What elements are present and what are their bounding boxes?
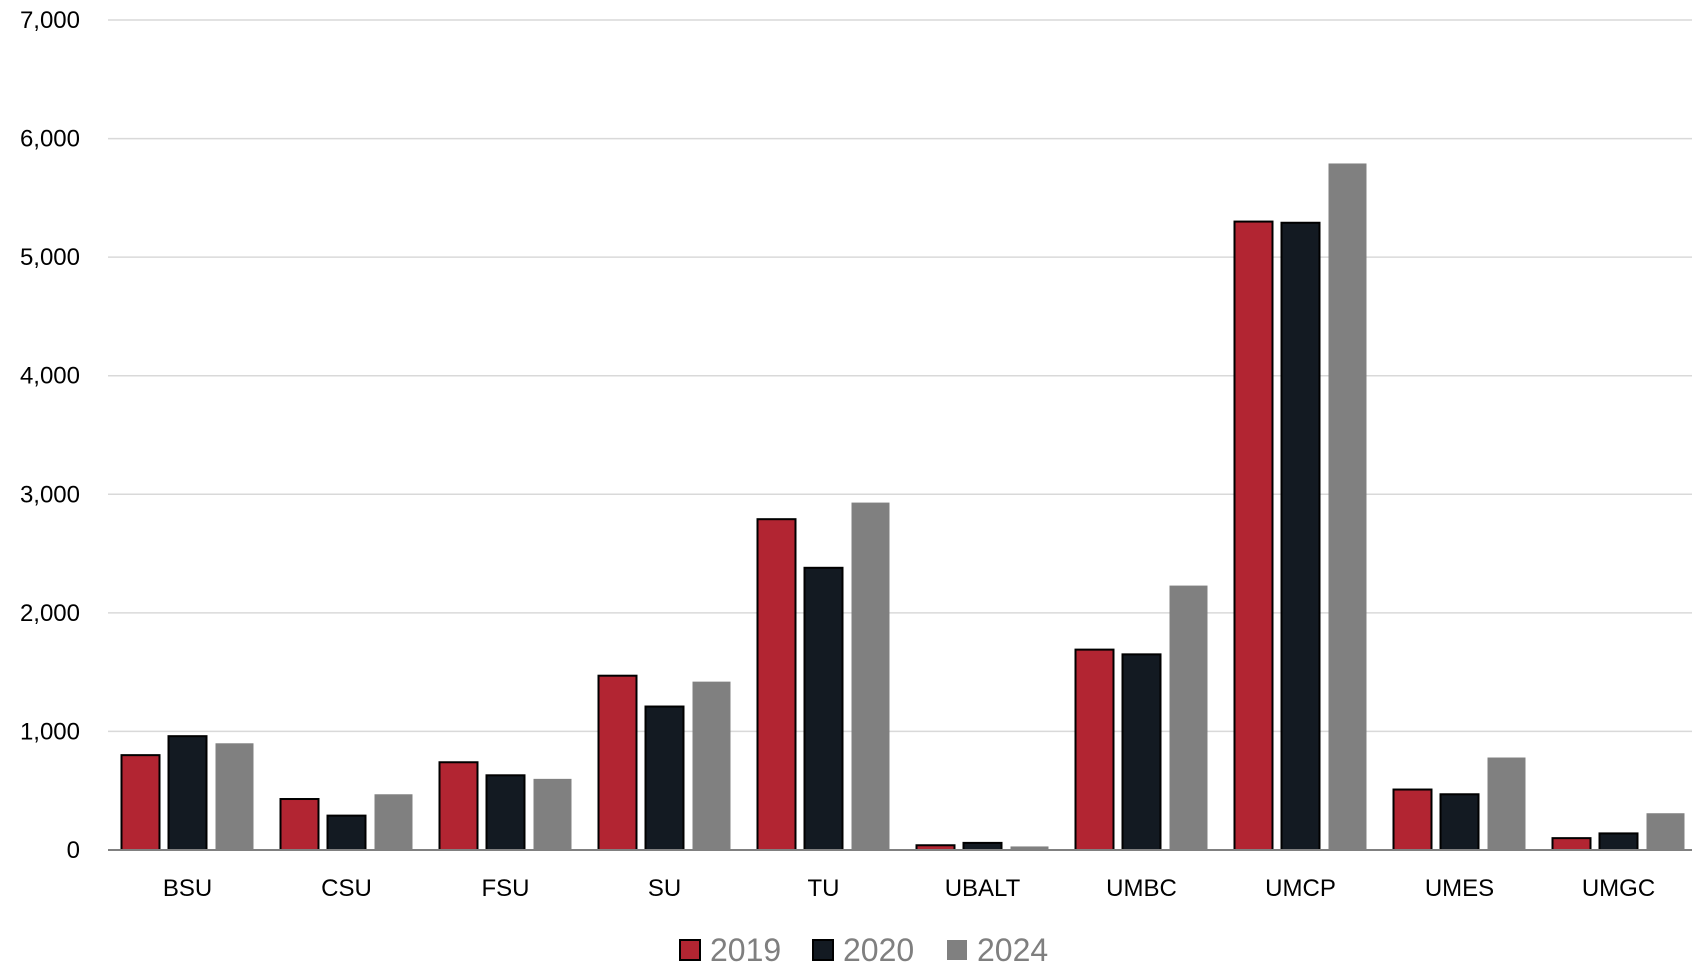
x-category-label: FSU: [482, 875, 530, 902]
x-category-label: UMCP: [1265, 875, 1336, 902]
y-tick-label: 2,000: [20, 600, 80, 627]
bar-csu-2020: [326, 814, 367, 851]
bar-su-2020: [644, 705, 685, 851]
bar-tu-2020: [803, 566, 844, 851]
x-category-label: UMGC: [1582, 875, 1655, 902]
x-category-label: BSU: [163, 875, 212, 902]
bar-su-2019: [597, 674, 638, 852]
legend-label-2019: 2019: [710, 932, 781, 965]
x-category-label: SU: [648, 875, 681, 902]
bar-tu-2024: [851, 502, 890, 850]
bar-umbc-2020: [1121, 653, 1162, 851]
bar-umgc-2020: [1598, 832, 1639, 852]
y-tick-label: 3,000: [20, 481, 80, 508]
bar-umbc-2019: [1074, 648, 1115, 851]
y-tick-label: 6,000: [20, 126, 80, 153]
bar-umgc-2024: [1646, 813, 1685, 850]
bar-fsu-2020: [485, 774, 526, 851]
legend-label-2024: 2024: [977, 932, 1048, 965]
bar-fsu-2024: [533, 778, 572, 850]
x-axis-categories: BSU CSU FSU SU TU UBALT UMBC UMCP UMES UMGC: [163, 875, 1655, 902]
bars: [120, 163, 1685, 852]
bar-csu-2019: [279, 798, 320, 851]
bar-ubalt-2020: [962, 841, 1003, 852]
bar-umes-2020: [1439, 793, 1480, 851]
bar-fsu-2019: [438, 761, 479, 851]
x-category-label: UMES: [1425, 875, 1494, 902]
bar-tu-2019: [756, 518, 797, 852]
x-category-label: UMBC: [1106, 875, 1177, 902]
legend: 2019 2020 2024: [679, 932, 1048, 965]
legend-swatch-2019: [679, 939, 701, 961]
x-category-label: UBALT: [945, 875, 1021, 902]
bar-umcp-2020: [1280, 221, 1321, 851]
legend-swatch-2020: [812, 939, 834, 961]
bar-umcp-2019: [1233, 220, 1274, 852]
bar-bsu-2019: [120, 754, 161, 852]
y-axis-ticks: 0 1,000 2,000 3,000 4,000 5,000 6,000 7,000: [20, 7, 80, 864]
y-tick-label: 0: [67, 837, 80, 864]
y-tick-label: 1,000: [20, 718, 80, 745]
bar-bsu-2024: [215, 743, 254, 850]
bar-bsu-2020: [167, 735, 208, 852]
legend-label-2020: 2020: [843, 932, 914, 965]
bar-umbc-2024: [1169, 585, 1208, 850]
bar-ubalt-2024: [1010, 846, 1049, 850]
bar-umgc-2019: [1551, 837, 1592, 852]
x-category-label: TU: [808, 875, 840, 902]
y-tick-label: 5,000: [20, 244, 80, 271]
bar-umes-2024: [1487, 757, 1526, 850]
bar-csu-2024: [374, 794, 413, 850]
bar-umes-2019: [1392, 788, 1433, 851]
bar-umcp-2024: [1328, 163, 1367, 850]
x-category-label: CSU: [321, 875, 372, 902]
gridlines: [108, 19, 1692, 733]
legend-swatch-2024: [947, 940, 967, 960]
y-tick-label: 4,000: [20, 363, 80, 390]
y-tick-label: 7,000: [20, 7, 80, 34]
bar-su-2024: [692, 681, 731, 850]
